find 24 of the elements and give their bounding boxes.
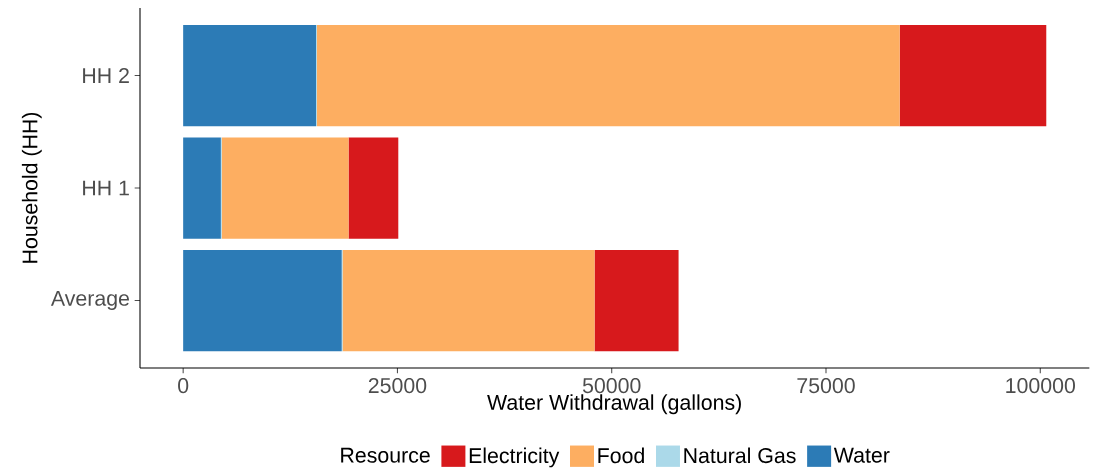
bar: [183, 24, 317, 127]
y-axis-title: Household (HH): [21, 112, 42, 263]
bar: [348, 137, 399, 239]
y-tick-label: Average: [50, 290, 129, 311]
y-tick-label: HH 2: [83, 68, 129, 83]
x-tick-label: 0: [178, 378, 189, 394]
bar: [183, 137, 221, 239]
legend-label: Water: [833, 447, 890, 463]
legend-title: Resource: [341, 447, 430, 463]
bar: [594, 249, 679, 352]
bar: [342, 249, 595, 352]
x-tick-label: 100000: [1006, 378, 1075, 394]
bar: [899, 24, 1047, 127]
legend-label: Electricity: [469, 447, 560, 468]
legend-label: Food: [598, 447, 644, 464]
x-tick-label: 25000: [368, 378, 427, 394]
bar: [221, 137, 349, 239]
bar: [183, 249, 342, 352]
legend-label: Natural Gas: [684, 447, 796, 464]
x-tick-label: 75000: [797, 378, 855, 394]
x-tick-label: 50000: [582, 378, 641, 394]
bar: [316, 24, 900, 127]
y-tick-label: HH 1: [83, 180, 129, 196]
x-axis-title: Water Withdrawal (gallons): [487, 394, 741, 415]
